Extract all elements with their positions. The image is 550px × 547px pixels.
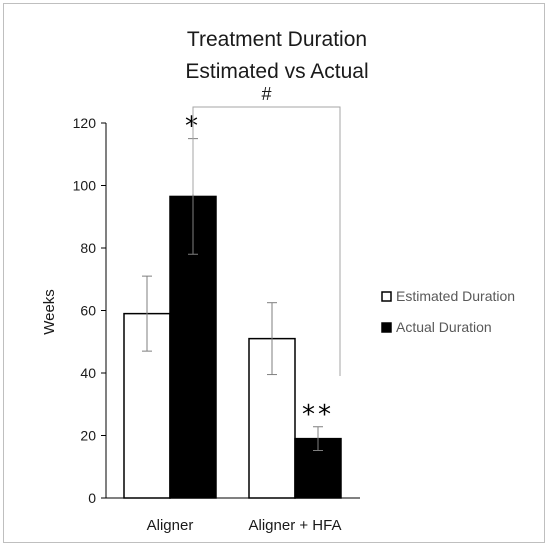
chart-title-line-2: Estimated vs Actual <box>185 60 368 83</box>
bar-chart: Treatment Duration Estimated vs Actual W… <box>41 28 515 534</box>
significance-star: ** <box>302 400 334 430</box>
legend-label: Actual Duration <box>396 319 492 335</box>
x-tick-label: Aligner + HFA <box>249 517 342 534</box>
y-tick-label: 0 <box>88 490 96 506</box>
y-tick-label: 40 <box>80 365 96 381</box>
y-axis-label: Weeks <box>41 289 58 335</box>
x-tick-label: Aligner <box>147 517 194 534</box>
y-tick-label: 80 <box>80 240 96 256</box>
chart-frame: Treatment Duration Estimated vs Actual W… <box>3 3 545 543</box>
significance-hash: # <box>261 84 271 104</box>
y-tick-label: 120 <box>73 115 97 131</box>
y-tick-label: 100 <box>73 178 97 194</box>
legend-swatch <box>381 322 392 333</box>
legend-label: Estimated Duration <box>396 288 515 304</box>
y-tick-label: 60 <box>80 303 96 319</box>
chart-title-line-1: Treatment Duration <box>187 28 367 51</box>
y-tick-label: 20 <box>80 428 96 444</box>
significance-star: * <box>185 112 201 142</box>
significance-bracket <box>192 106 341 376</box>
legend-swatch <box>381 291 392 302</box>
